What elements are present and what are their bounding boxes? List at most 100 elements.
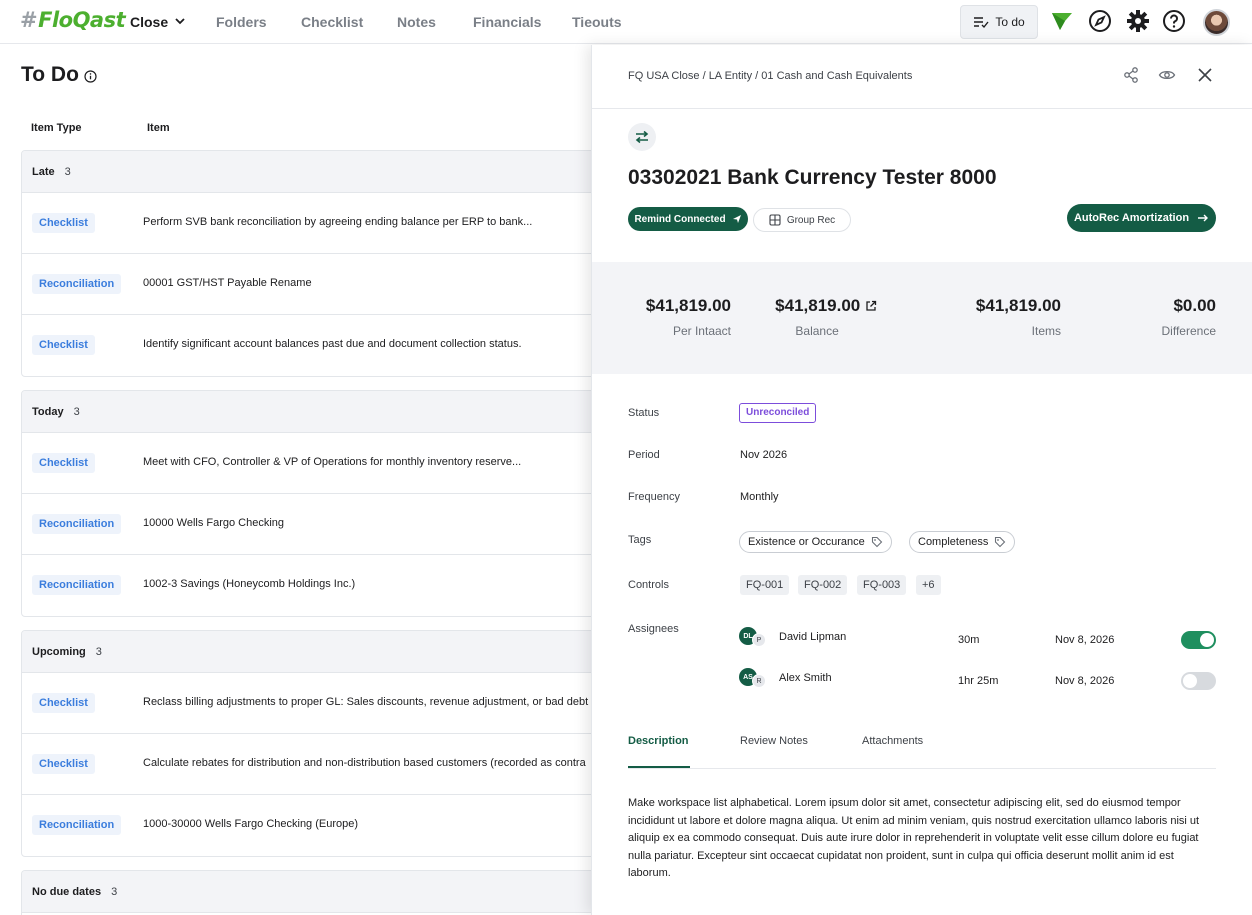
tag-icon <box>995 536 1006 548</box>
chevron-down-icon[interactable] <box>173 14 187 28</box>
description-text: Make workspace list alphabetical. Lorem … <box>628 797 1200 879</box>
table-row[interactable]: Reconciliation 1000-30000 Wells Fargo Che… <box>22 795 600 856</box>
tab-review-notes[interactable]: Review Notes <box>740 735 808 747</box>
tag-chip[interactable]: Completeness <box>909 531 1016 553</box>
item-text: 00001 GST/HST Payable Rename <box>143 277 312 289</box>
frequency-value: Monthly <box>740 491 779 503</box>
control-chip[interactable]: FQ-003 <box>857 575 907 595</box>
nav-financials[interactable]: Financials <box>473 14 542 30</box>
period-label: Period <box>628 449 660 461</box>
frequency-label: Frequency <box>628 491 680 503</box>
assignee-toggle[interactable] <box>1181 631 1216 649</box>
nav-checklist[interactable]: Checklist <box>301 14 364 30</box>
item-text: Meet with CFO, Controller & VP of Operat… <box>143 456 522 468</box>
share-icon[interactable] <box>1122 66 1140 84</box>
breadcrumb[interactable]: FQ USA Close / LA Entity / 01 Cash and C… <box>628 70 913 82</box>
reconciliation-title: 03302021 Bank Currency Tester 8000 <box>628 166 997 189</box>
close-icon[interactable] <box>1196 66 1214 84</box>
table-row[interactable]: Checklist Reclass billing adjustments to … <box>22 673 600 734</box>
reconciliation-type-icon <box>628 123 656 151</box>
nav-folders[interactable]: Folders <box>216 14 267 30</box>
remind-label: Remind Connected <box>634 213 726 225</box>
item-type-badge: Checklist <box>32 754 95 774</box>
tab-attachments[interactable]: Attachments <box>862 735 924 747</box>
external-link-icon[interactable] <box>865 300 877 312</box>
help-icon[interactable] <box>1162 9 1186 33</box>
tab-description[interactable]: Description <box>628 735 689 747</box>
table-row[interactable]: Checklist Meet with CFO, Controller & VP … <box>22 433 600 494</box>
todo-button[interactable]: To do <box>960 5 1038 39</box>
item-type-badge: Checklist <box>32 335 95 355</box>
assignee-due-date: Nov 8, 2026 <box>1055 634 1115 646</box>
assignee-role-badge: R <box>752 674 766 688</box>
assignee-toggle[interactable] <box>1181 672 1216 690</box>
swap-arrows-icon <box>635 130 649 144</box>
autorec-amortization-button[interactable]: AutoRec Amortization <box>1067 204 1216 232</box>
table-row[interactable]: Checklist Identify significant account ba… <box>22 315 600 376</box>
group-late: Late 3 Checklist Perform SVB bank reconcil… <box>21 150 601 377</box>
send-icon <box>732 215 741 223</box>
group-header[interactable]: Today 3 <box>22 391 600 433</box>
status-label: Status <box>628 407 660 419</box>
remind-connected-button[interactable]: Remind Connected <box>628 207 748 231</box>
item-text: Reclass billing adjustments to proper GL… <box>143 696 589 708</box>
table-row[interactable]: Reconciliation 1002-3 Savings (Honeycomb … <box>22 555 600 616</box>
assignee-role-badge: P <box>752 633 766 647</box>
gear-icon[interactable] <box>1126 9 1150 33</box>
item-text: 1002-3 Savings (Honeycomb Holdings Inc.) <box>143 578 356 590</box>
floqast-flag-icon[interactable] <box>1050 9 1074 33</box>
assignee-duration: 1hr 25m <box>958 675 999 687</box>
status-badge[interactable]: Unreconciled <box>739 403 817 423</box>
user-avatar[interactable] <box>1203 9 1230 36</box>
item-type-badge: Reconciliation <box>32 274 122 294</box>
group-header[interactable]: Upcoming 3 <box>22 631 600 673</box>
tag-chip[interactable]: Existence or Occurance <box>739 531 892 553</box>
item-text: 10000 Wells Fargo Checking <box>143 517 285 529</box>
floqast-logo[interactable]: #FloQast <box>20 8 126 32</box>
item-text: Calculate rebates for distribution and n… <box>143 757 586 769</box>
detail-panel: FQ USA Close / LA Entity / 01 Cash and C… <box>591 45 1252 915</box>
item-type-badge: Checklist <box>32 453 95 473</box>
control-more-chip[interactable]: +6 <box>916 575 941 595</box>
control-chip[interactable]: FQ-002 <box>798 575 848 595</box>
eye-icon[interactable] <box>1158 66 1176 84</box>
item-text: Identify significant account balances pa… <box>143 338 522 350</box>
table-row[interactable]: Reconciliation 10000 Wells Fargo Checking <box>22 494 600 555</box>
assignee-due-date: Nov 8, 2026 <box>1055 675 1115 687</box>
tag-icon <box>871 536 883 548</box>
column-header-item[interactable]: Item <box>147 122 170 134</box>
item-text: 1000-30000 Wells Fargo Checking (Europe) <box>143 818 359 830</box>
info-icon[interactable] <box>84 70 97 83</box>
nav-close[interactable]: Close <box>130 14 169 30</box>
group-header[interactable]: Late 3 <box>22 151 600 193</box>
item-type-badge: Reconciliation <box>32 514 122 534</box>
tabs-divider <box>628 768 1216 769</box>
group-header[interactable]: No due dates 3 <box>22 871 600 913</box>
group-upcoming: Upcoming 3 Checklist Reclass billing adjus… <box>21 630 601 857</box>
control-chip[interactable]: FQ-001 <box>740 575 790 595</box>
autorec-label: AutoRec Amortization <box>1073 212 1190 224</box>
top-navigation: #FloQast Close Folders Checklist Notes F… <box>0 0 1252 44</box>
assignee-name: David Lipman <box>779 631 847 643</box>
table-row[interactable]: Reconciliation 00001 GST/HST Payable Rena… <box>22 254 600 315</box>
active-tab-indicator <box>628 766 690 768</box>
page-title: To Do <box>21 63 79 86</box>
stat-balance[interactable]: $41,819.00 Balance <box>775 296 877 338</box>
group-rec-button[interactable]: Group Rec <box>753 208 851 232</box>
group-rec-label: Group Rec <box>786 214 836 226</box>
nav-notes[interactable]: Notes <box>397 14 436 30</box>
table-row[interactable]: Checklist Calculate rebates for distribut… <box>22 734 600 795</box>
compass-icon[interactable] <box>1088 9 1112 33</box>
assignee-name: Alex Smith <box>779 672 832 684</box>
column-header-item-type[interactable]: Item Type <box>31 122 82 134</box>
stat-items: $41,819.00 Items <box>975 296 1061 338</box>
period-value: Nov 2026 <box>740 449 788 461</box>
item-text: Perform SVB bank reconciliation by agree… <box>143 216 533 228</box>
item-type-badge: Checklist <box>32 213 95 233</box>
group-today: Today 3 Checklist Meet with CFO, Controlle… <box>21 390 601 617</box>
todo-label: To do <box>995 15 1025 29</box>
table-row[interactable]: Checklist Perform SVB bank reconciliation… <box>22 193 600 254</box>
item-type-badge: Checklist <box>32 693 95 713</box>
item-type-badge: Reconciliation <box>32 575 122 595</box>
nav-tieouts[interactable]: Tieouts <box>572 14 622 30</box>
